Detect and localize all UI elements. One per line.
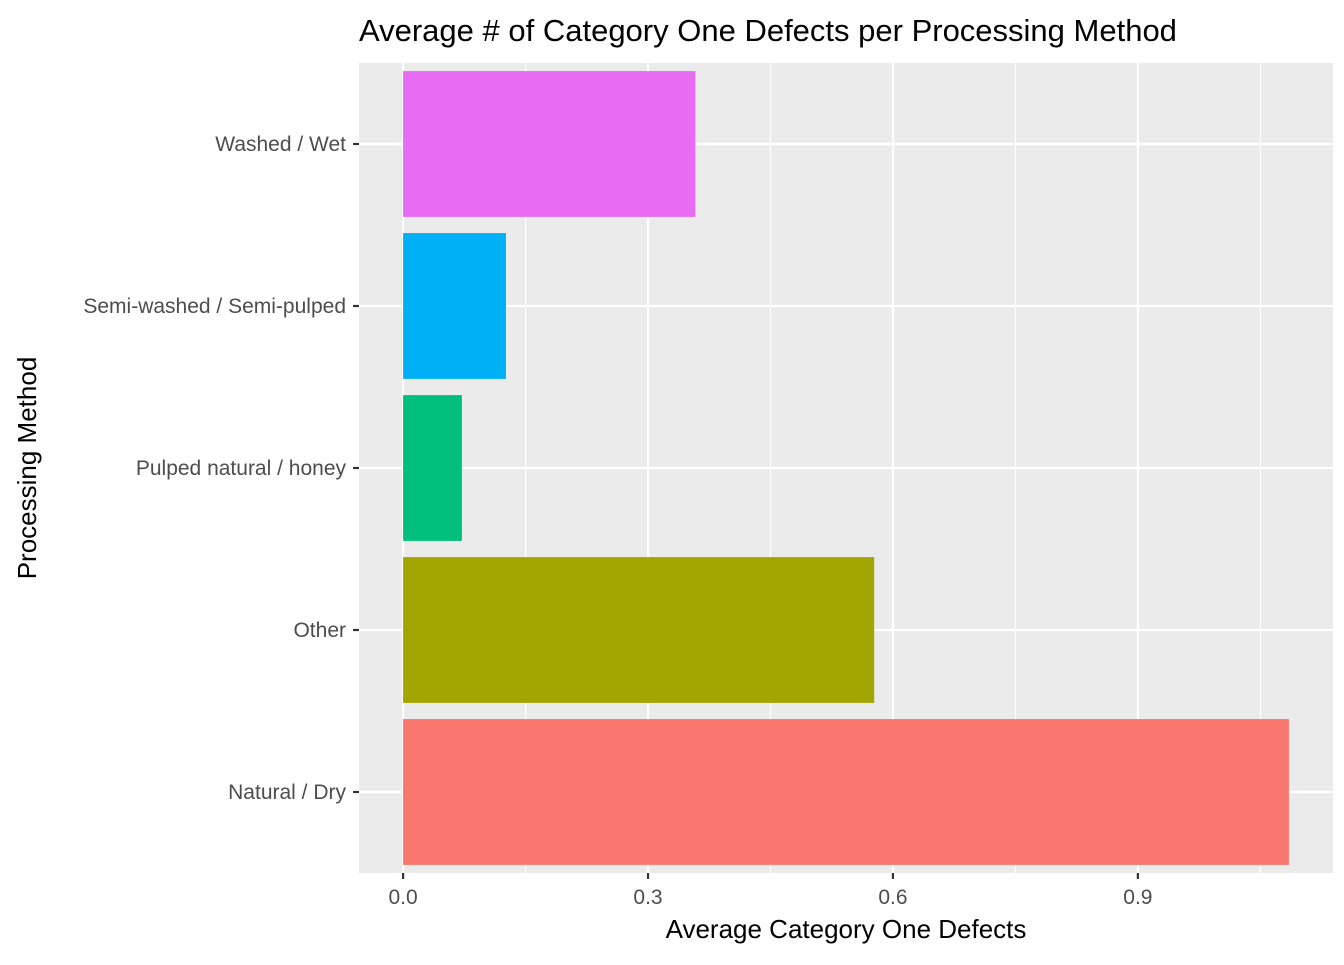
bar — [403, 71, 696, 217]
x-tick-label: 0.0 — [388, 886, 417, 909]
y-tick-label: Pulped natural / honey — [136, 457, 347, 480]
x-axis-title: Average Category One Defects — [666, 914, 1027, 944]
y-tick-label: Natural / Dry — [228, 781, 346, 804]
y-axis-title: Processing Method — [12, 357, 42, 580]
bars — [403, 71, 1289, 865]
x-tick-label: 0.3 — [633, 886, 662, 909]
x-tick-label: 0.6 — [878, 886, 907, 909]
bar — [403, 395, 462, 541]
bar — [403, 719, 1289, 865]
chart-title: Average # of Category One Defects per Pr… — [359, 13, 1177, 48]
y-tick-label: Other — [293, 619, 346, 642]
y-tick-label: Washed / Wet — [215, 133, 346, 156]
bar — [403, 557, 875, 703]
bar — [403, 233, 506, 379]
x-axis: 0.0 0.3 0.6 0.9 — [388, 873, 1152, 909]
y-tick-label: Semi-washed / Semi-pulped — [83, 295, 346, 318]
x-tick-label: 0.9 — [1123, 886, 1152, 909]
y-axis: Natural / Dry Other Pulped natural / honey… — [83, 133, 359, 804]
